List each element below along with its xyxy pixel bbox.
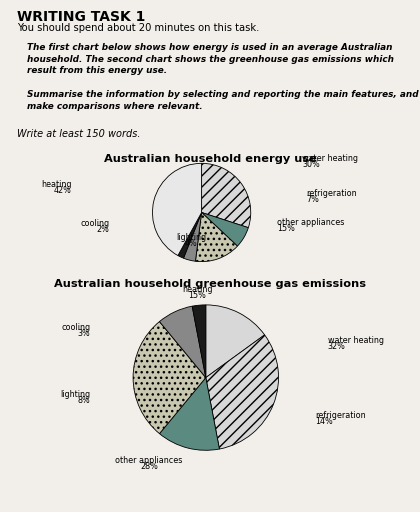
Text: 15%: 15% — [277, 224, 295, 233]
Text: You should spend about 20 minutes on this task.: You should spend about 20 minutes on thi… — [17, 23, 259, 33]
Text: 3%: 3% — [78, 329, 90, 338]
Text: The first chart below shows how energy is used in an average Australian
househol: The first chart below shows how energy i… — [26, 43, 418, 111]
Wedge shape — [192, 305, 206, 378]
Wedge shape — [160, 378, 219, 450]
Wedge shape — [206, 335, 278, 449]
Text: 2%: 2% — [96, 225, 109, 234]
Text: WRITING TASK 1: WRITING TASK 1 — [17, 10, 145, 24]
Wedge shape — [133, 322, 206, 434]
Wedge shape — [184, 212, 202, 261]
Wedge shape — [202, 163, 251, 228]
Text: lighting: lighting — [60, 390, 90, 399]
Text: 15%: 15% — [189, 291, 206, 300]
Text: 7%: 7% — [307, 195, 320, 204]
Text: cooling: cooling — [80, 219, 109, 228]
Text: 14%: 14% — [315, 417, 333, 426]
Text: 8%: 8% — [78, 396, 90, 405]
Text: Australian household energy use: Australian household energy use — [104, 154, 316, 164]
Text: other appliances: other appliances — [277, 218, 344, 227]
Text: Australian household greenhouse gas emissions: Australian household greenhouse gas emis… — [54, 279, 366, 289]
Text: heating: heating — [41, 180, 71, 189]
Wedge shape — [195, 212, 237, 262]
Text: refrigeration: refrigeration — [315, 411, 366, 420]
Text: Write at least 150 words.: Write at least 150 words. — [17, 129, 140, 139]
Text: 4%: 4% — [185, 239, 197, 248]
Text: heating: heating — [182, 285, 213, 294]
Text: 30%: 30% — [302, 160, 320, 169]
Text: cooling: cooling — [61, 323, 90, 332]
Wedge shape — [206, 305, 265, 378]
Text: lighting: lighting — [176, 233, 206, 242]
Text: 28%: 28% — [140, 462, 158, 472]
Text: water heating: water heating — [328, 336, 383, 345]
Wedge shape — [202, 212, 248, 246]
Wedge shape — [160, 306, 206, 378]
Text: 42%: 42% — [53, 186, 71, 195]
Text: 32%: 32% — [328, 342, 346, 351]
Text: other appliances: other appliances — [116, 456, 183, 465]
Text: refrigeration: refrigeration — [307, 189, 357, 198]
Wedge shape — [178, 212, 202, 258]
Wedge shape — [152, 163, 202, 255]
Text: water heating: water heating — [302, 154, 358, 163]
